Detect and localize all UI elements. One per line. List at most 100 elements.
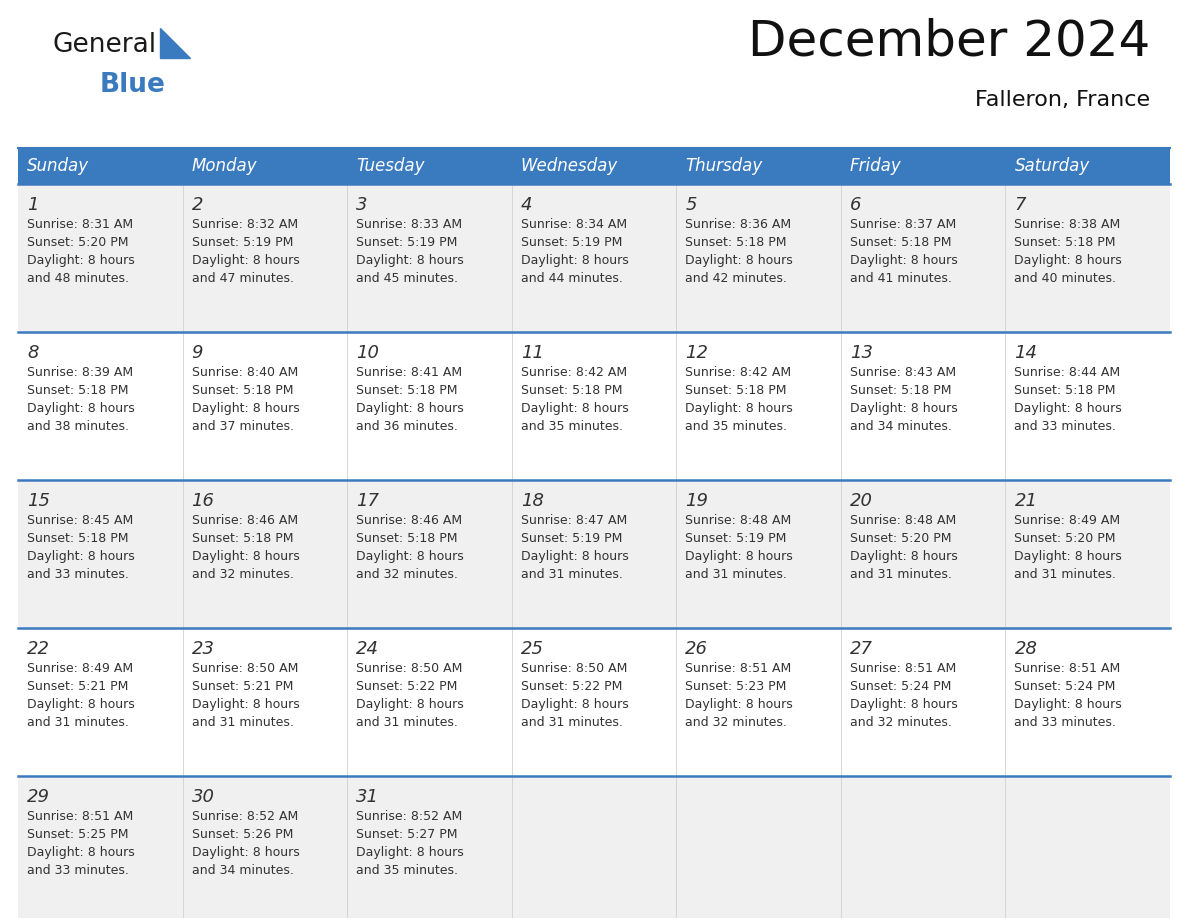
Text: Sunset: 5:24 PM: Sunset: 5:24 PM [1015,680,1116,693]
Text: Daylight: 8 hours: Daylight: 8 hours [27,698,134,711]
Text: Sunset: 5:18 PM: Sunset: 5:18 PM [191,532,293,545]
Text: Sunset: 5:18 PM: Sunset: 5:18 PM [685,384,786,397]
Text: Daylight: 8 hours: Daylight: 8 hours [1015,550,1123,563]
Text: and 42 minutes.: and 42 minutes. [685,272,788,285]
Text: Daylight: 8 hours: Daylight: 8 hours [849,254,958,267]
Text: Daylight: 8 hours: Daylight: 8 hours [191,550,299,563]
Text: 17: 17 [356,492,379,510]
Text: 25: 25 [520,640,544,658]
Text: Daylight: 8 hours: Daylight: 8 hours [1015,402,1123,415]
Text: Sunset: 5:20 PM: Sunset: 5:20 PM [27,236,128,249]
Text: Sunset: 5:22 PM: Sunset: 5:22 PM [520,680,623,693]
Text: 23: 23 [191,640,215,658]
Text: Sunset: 5:25 PM: Sunset: 5:25 PM [27,828,128,841]
Text: Daylight: 8 hours: Daylight: 8 hours [685,698,794,711]
Text: and 38 minutes.: and 38 minutes. [27,420,129,433]
Text: Daylight: 8 hours: Daylight: 8 hours [520,698,628,711]
Text: 7: 7 [1015,196,1026,214]
Text: 21: 21 [1015,492,1037,510]
Text: 13: 13 [849,344,873,362]
Text: Sunset: 5:21 PM: Sunset: 5:21 PM [191,680,293,693]
Text: Sunrise: 8:42 AM: Sunrise: 8:42 AM [520,366,627,379]
Text: Sunset: 5:18 PM: Sunset: 5:18 PM [1015,384,1116,397]
Text: Daylight: 8 hours: Daylight: 8 hours [27,846,134,859]
Text: and 31 minutes.: and 31 minutes. [520,716,623,729]
Text: Sunset: 5:18 PM: Sunset: 5:18 PM [27,384,128,397]
Bar [18,148,1170,184]
Text: Sunset: 5:20 PM: Sunset: 5:20 PM [849,532,952,545]
Text: Sunset: 5:18 PM: Sunset: 5:18 PM [1015,236,1116,249]
Text: and 41 minutes.: and 41 minutes. [849,272,952,285]
Polygon shape [160,28,190,58]
Text: 19: 19 [685,492,708,510]
Text: Sunset: 5:19 PM: Sunset: 5:19 PM [191,236,293,249]
Text: and 31 minutes.: and 31 minutes. [27,716,128,729]
Text: Sunrise: 8:46 AM: Sunrise: 8:46 AM [356,514,462,527]
Text: Daylight: 8 hours: Daylight: 8 hours [191,254,299,267]
Text: 27: 27 [849,640,873,658]
Text: Sunrise: 8:50 AM: Sunrise: 8:50 AM [191,662,298,675]
Text: and 31 minutes.: and 31 minutes. [1015,568,1117,581]
Text: 22: 22 [27,640,50,658]
Text: Sunrise: 8:48 AM: Sunrise: 8:48 AM [685,514,791,527]
Text: and 47 minutes.: and 47 minutes. [191,272,293,285]
Bar [18,184,1170,332]
Bar [18,480,1170,628]
Text: Sunrise: 8:42 AM: Sunrise: 8:42 AM [685,366,791,379]
Text: and 35 minutes.: and 35 minutes. [685,420,788,433]
Text: Daylight: 8 hours: Daylight: 8 hours [191,698,299,711]
Text: and 31 minutes.: and 31 minutes. [520,568,623,581]
Text: 4: 4 [520,196,532,214]
Text: Sunrise: 8:52 AM: Sunrise: 8:52 AM [191,810,298,823]
Text: Sunset: 5:21 PM: Sunset: 5:21 PM [27,680,128,693]
Text: 24: 24 [356,640,379,658]
Text: and 36 minutes.: and 36 minutes. [356,420,459,433]
Text: Daylight: 8 hours: Daylight: 8 hours [191,402,299,415]
Text: and 34 minutes.: and 34 minutes. [849,420,952,433]
Text: Daylight: 8 hours: Daylight: 8 hours [191,846,299,859]
Text: Sunset: 5:18 PM: Sunset: 5:18 PM [356,532,457,545]
Text: Daylight: 8 hours: Daylight: 8 hours [356,846,463,859]
Text: Daylight: 8 hours: Daylight: 8 hours [520,254,628,267]
Text: Daylight: 8 hours: Daylight: 8 hours [356,698,463,711]
Text: Sunset: 5:19 PM: Sunset: 5:19 PM [685,532,786,545]
Text: Sunset: 5:24 PM: Sunset: 5:24 PM [849,680,952,693]
Text: Sunrise: 8:46 AM: Sunrise: 8:46 AM [191,514,298,527]
Text: Tuesday: Tuesday [356,157,424,175]
Text: Daylight: 8 hours: Daylight: 8 hours [27,550,134,563]
Text: Sunrise: 8:50 AM: Sunrise: 8:50 AM [520,662,627,675]
Text: Daylight: 8 hours: Daylight: 8 hours [1015,254,1123,267]
Text: 16: 16 [191,492,215,510]
Text: Sunset: 5:23 PM: Sunset: 5:23 PM [685,680,786,693]
Text: Sunrise: 8:50 AM: Sunrise: 8:50 AM [356,662,462,675]
Text: Sunset: 5:19 PM: Sunset: 5:19 PM [356,236,457,249]
Text: Sunset: 5:18 PM: Sunset: 5:18 PM [191,384,293,397]
Text: and 48 minutes.: and 48 minutes. [27,272,129,285]
Text: Saturday: Saturday [1015,157,1089,175]
Text: 6: 6 [849,196,861,214]
Text: Sunrise: 8:51 AM: Sunrise: 8:51 AM [849,662,956,675]
Text: and 33 minutes.: and 33 minutes. [27,864,128,877]
Text: Monday: Monday [191,157,257,175]
Text: Sunrise: 8:40 AM: Sunrise: 8:40 AM [191,366,298,379]
Text: Sunrise: 8:44 AM: Sunrise: 8:44 AM [1015,366,1120,379]
Text: Blue: Blue [100,72,166,98]
Text: 2: 2 [191,196,203,214]
Text: Sunrise: 8:36 AM: Sunrise: 8:36 AM [685,218,791,231]
Text: 18: 18 [520,492,544,510]
Text: and 32 minutes.: and 32 minutes. [685,716,788,729]
Text: and 44 minutes.: and 44 minutes. [520,272,623,285]
Text: and 35 minutes.: and 35 minutes. [520,420,623,433]
Text: General: General [52,32,156,58]
Text: Daylight: 8 hours: Daylight: 8 hours [27,254,134,267]
Text: Sunset: 5:18 PM: Sunset: 5:18 PM [849,384,952,397]
Text: Daylight: 8 hours: Daylight: 8 hours [356,254,463,267]
Bar [18,776,1170,918]
Text: 5: 5 [685,196,697,214]
Text: 10: 10 [356,344,379,362]
Text: and 35 minutes.: and 35 minutes. [356,864,459,877]
Text: Sunrise: 8:51 AM: Sunrise: 8:51 AM [27,810,133,823]
Text: Sunrise: 8:34 AM: Sunrise: 8:34 AM [520,218,627,231]
Text: and 31 minutes.: and 31 minutes. [356,716,459,729]
Text: 30: 30 [191,788,215,806]
